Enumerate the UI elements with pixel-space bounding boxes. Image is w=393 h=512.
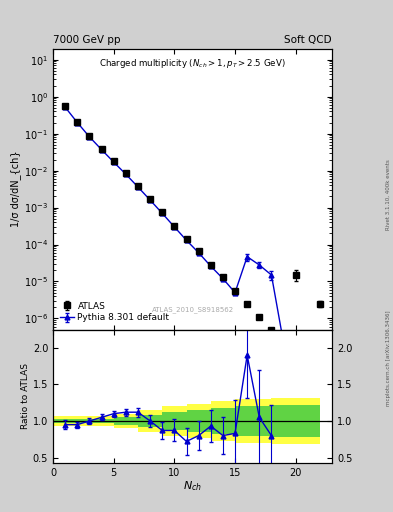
Text: ATLAS_2010_S8918562: ATLAS_2010_S8918562: [152, 306, 233, 313]
Text: Rivet 3.1.10, 400k events: Rivet 3.1.10, 400k events: [386, 159, 391, 230]
Text: 7000 GeV pp: 7000 GeV pp: [53, 35, 121, 45]
Y-axis label: 1/σ dσ/dN_{ch}: 1/σ dσ/dN_{ch}: [10, 151, 21, 227]
Y-axis label: Ratio to ATLAS: Ratio to ATLAS: [21, 364, 30, 430]
X-axis label: $N_{ch}$: $N_{ch}$: [183, 480, 202, 494]
Legend: ATLAS, Pythia 8.301 default: ATLAS, Pythia 8.301 default: [57, 299, 172, 325]
Text: Soft QCD: Soft QCD: [285, 35, 332, 45]
Text: Charged multiplicity ($N_{ch}>1, p_T>2.5$ GeV): Charged multiplicity ($N_{ch}>1, p_T>2.5…: [99, 57, 286, 70]
Text: mcplots.cern.ch [arXiv:1306.3436]: mcplots.cern.ch [arXiv:1306.3436]: [386, 311, 391, 406]
